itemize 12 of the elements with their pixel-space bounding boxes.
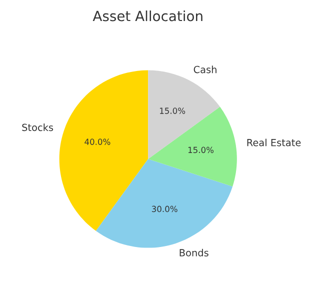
slice-label: Bonds: [180, 248, 208, 256]
slice-label: Stocks: [22, 124, 54, 132]
data-label: 15.0%: [188, 146, 214, 154]
pie-slice: [96, 159, 233, 248]
pie-slice: [148, 106, 237, 186]
slice-label: Cash: [194, 66, 216, 74]
data-label: 40.0%: [84, 138, 110, 145]
pie-slice: [59, 70, 148, 231]
data-label: 30.0%: [152, 206, 178, 212]
data-label: 15.0%: [160, 108, 186, 114]
slice-label: Real Estate: [247, 138, 301, 146]
chart-title: Asset Allocation: [92, 10, 202, 22]
